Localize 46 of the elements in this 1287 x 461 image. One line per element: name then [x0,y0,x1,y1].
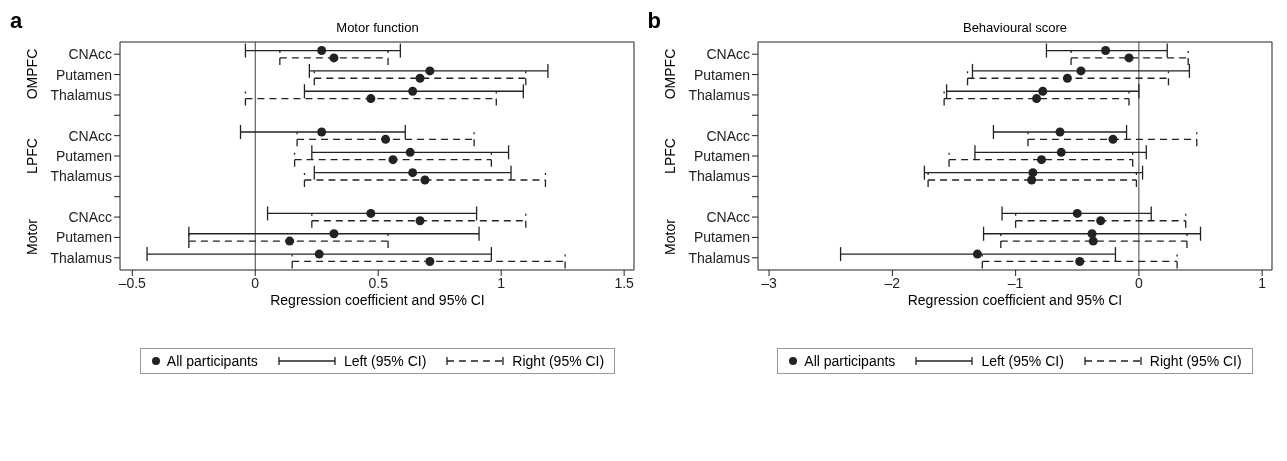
x-tick-label: 1 [1257,274,1266,291]
y-tick-label: Putamen [55,147,112,164]
x-tick-label: –3 [760,274,777,291]
legend-title: All participants [804,353,896,369]
y-tick-label: CNAcc [705,209,750,226]
y-tick-label: CNAcc [705,46,750,63]
y-tick-label: Putamen [55,66,112,83]
x-tick-label: 0 [1134,274,1143,291]
legend-label: Left (95% CI) [343,353,427,369]
text: a [10,8,23,34]
y-tick-label: Thalamus [50,249,112,266]
chart-title: Motor function [335,20,420,35]
text: Motor [24,219,40,256]
text: LPFC [24,137,40,174]
y-tick-label: Thalamus [688,86,750,103]
y-tick-label: Thalamus [688,249,750,266]
y-tick-label: Putamen [693,66,750,83]
legend-label: Right (95% CI) [1149,353,1242,369]
text: LPFC [661,137,678,174]
text: OMPFC [24,48,40,99]
legend-title: All participants [166,353,258,369]
text: OMPFC [661,48,678,99]
text: b [647,8,661,34]
y-tick-label: CNAcc [705,127,750,144]
chart-title: Behavioural score [961,20,1069,35]
y-tick-label: Putamen [693,147,750,164]
y-tick-label: Thalamus [50,168,112,185]
x-tick-label: –2 [884,274,900,291]
x-tick-label: 0 [251,274,260,291]
y-tick-label: CNAcc [68,127,112,144]
y-tick-label: CNAcc [68,209,112,226]
x-tick-label: –1 [1007,274,1024,291]
x-tick-label: 1 [497,274,506,291]
legend-label: Right (95% CI) [512,353,605,369]
x-tick-label: 0.5 [368,274,389,291]
x-axis-title: Regression coefficient and 95% CI [269,292,486,308]
legend-label: Left (95% CI) [981,353,1064,369]
y-tick-label: Putamen [55,229,112,246]
y-tick-label: Thalamus [50,86,112,103]
y-tick-label: CNAcc [68,46,112,63]
x-tick-label: –0.5 [118,274,147,291]
x-axis-title: Regression coefficient and 95% CI [906,292,1124,308]
y-tick-label: Thalamus [688,168,750,185]
y-tick-label: Putamen [693,229,750,246]
x-tick-label: 1.5 [614,274,635,291]
text: Motor [661,219,678,256]
